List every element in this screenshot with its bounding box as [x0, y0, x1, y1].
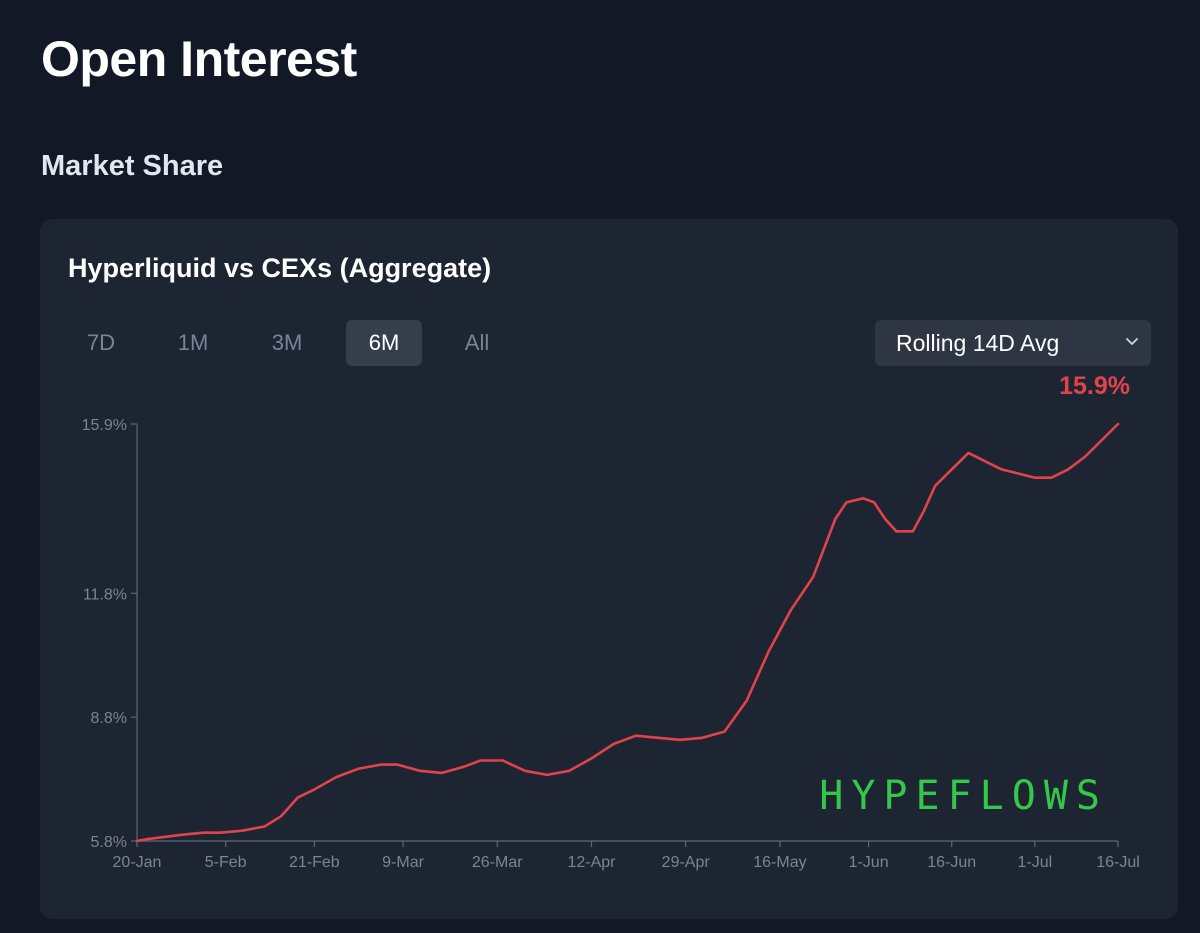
- x-tick-label: 1-Jul: [1018, 854, 1053, 871]
- y-tick-label: 11.8%: [83, 586, 127, 603]
- series-line: [135, 422, 1120, 843]
- average-select[interactable]: Rolling 14D Avg: [875, 320, 1151, 366]
- x-tick-label: 16-Jul: [1096, 854, 1140, 871]
- range-6m-button[interactable]: 6M: [346, 320, 422, 366]
- range-1m-button[interactable]: 1M: [177, 330, 209, 355]
- chart-ticks: 5.8% 8.8% 11.8% 15.9% 20-Jan 5-Feb 21-Feb 9-Mar…: [82, 417, 1140, 871]
- x-tick-label: 20-Jan: [113, 854, 162, 871]
- chart-card: Hyperliquid vs CEXs (Aggregate) 7D 1M 3M…: [40, 219, 1178, 919]
- x-tick-label: 12-Apr: [567, 854, 616, 871]
- line-chart: 5.8% 8.8% 11.8% 15.9% 20-Jan 5-Feb 21-Feb 9-Mar…: [82, 417, 1140, 871]
- x-tick-label: 1-Jun: [849, 854, 889, 871]
- average-select-value: Rolling 14D Avg: [896, 329, 1060, 356]
- x-tick-label: 16-May: [753, 854, 806, 871]
- x-tick-label: 9-Mar: [382, 854, 424, 871]
- watermark-logo: HYPEFLOWS: [819, 773, 1108, 819]
- page-title: Open Interest: [41, 31, 357, 87]
- x-tick-label: 16-Jun: [927, 854, 976, 871]
- y-tick-label: 15.9%: [82, 417, 127, 434]
- x-tick-label: 29-Apr: [662, 854, 711, 871]
- x-tick-label: 26-Mar: [472, 854, 523, 871]
- section-title: Market Share: [41, 150, 224, 182]
- x-tick-label: 21-Feb: [289, 854, 340, 871]
- y-tick-label: 8.8%: [91, 710, 127, 727]
- range-3m-button[interactable]: 3M: [271, 330, 303, 355]
- chevron-down-icon: [1125, 330, 1139, 359]
- chart-series: [135, 422, 1120, 843]
- chart-title: Hyperliquid vs CEXs (Aggregate): [68, 253, 492, 283]
- range-all-button[interactable]: All: [464, 330, 490, 355]
- y-tick-label: 5.8%: [91, 834, 127, 851]
- chart-axes: [136, 424, 1118, 842]
- x-tick-label: 5-Feb: [205, 854, 247, 871]
- range-7d-button[interactable]: 7D: [86, 330, 116, 355]
- current-value-label: 15.9%: [1059, 372, 1130, 400]
